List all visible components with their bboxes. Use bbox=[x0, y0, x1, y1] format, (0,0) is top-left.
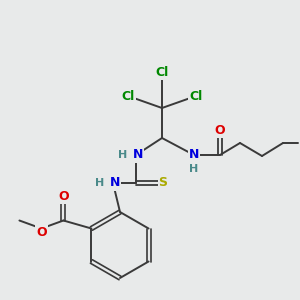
Text: H: H bbox=[95, 178, 105, 188]
Text: O: O bbox=[36, 226, 47, 239]
Text: O: O bbox=[215, 124, 225, 136]
Text: Cl: Cl bbox=[189, 89, 203, 103]
Text: S: S bbox=[158, 176, 167, 190]
Text: Cl: Cl bbox=[155, 65, 169, 79]
Text: N: N bbox=[133, 148, 143, 161]
Text: H: H bbox=[189, 164, 199, 174]
Text: Cl: Cl bbox=[122, 89, 135, 103]
Text: O: O bbox=[58, 190, 69, 203]
Text: H: H bbox=[118, 150, 127, 160]
Text: N: N bbox=[189, 148, 199, 161]
Text: N: N bbox=[110, 176, 120, 190]
